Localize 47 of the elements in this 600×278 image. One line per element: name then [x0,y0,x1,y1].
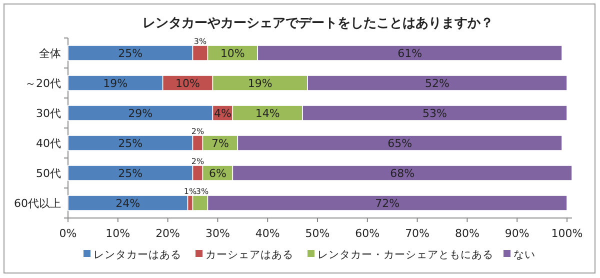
x-tick-label: 0% [59,227,77,240]
data-label: 1% [184,187,197,196]
data-label: 3% [196,187,209,196]
data-label: 4% [214,107,232,120]
chart-title: レンタカーやカーシェアでデートをしたことはありますか？ [142,16,494,31]
x-tick-label: 30% [205,227,230,240]
data-label: 19% [248,77,272,90]
data-label: 10% [176,77,200,90]
data-label: 19% [103,77,128,90]
x-tick-label: 10% [106,227,130,240]
x-tick-label: 80% [454,227,480,240]
y-tick-label: 50代 [36,167,61,180]
data-label: 52% [425,77,450,90]
data-label: 25% [118,47,143,60]
data-label: 29% [128,107,153,120]
data-label: 10% [220,47,245,60]
y-tick-label: 60代以上 [14,197,61,210]
x-tick-label: 100% [551,227,583,240]
legend-label: レンタカー・カーシェアともにある [318,249,494,261]
x-tick-label: 60% [355,227,380,240]
x-tick-label: 20% [156,227,180,240]
legend-label: カーシェアはある [206,249,294,261]
data-label: 24% [116,197,140,210]
x-tick-label: 90% [504,227,530,240]
data-label: 14% [255,107,280,120]
x-tick-label: 70% [405,227,430,240]
bar [68,195,188,211]
x-tick-label: 50% [305,227,330,240]
y-tick-label: 全体 [39,47,61,60]
data-label: 25% [118,137,143,150]
x-tick-label: 40% [255,227,280,240]
data-label: 72% [375,197,400,210]
data-label: 53% [422,107,447,120]
data-label: 3% [194,37,207,46]
y-tick-label: ～20代 [25,77,61,90]
y-tick-label: 40代 [36,137,61,150]
data-label: 6% [208,167,226,180]
data-label: 2% [191,127,204,136]
data-label: 68% [390,167,415,180]
data-label: 25% [118,167,143,180]
y-tick-label: 30代 [36,107,61,120]
legend-label: レンタカーはある [94,249,182,261]
data-label: 7% [211,137,229,150]
data-label: 65% [388,137,412,150]
data-label: 61% [398,47,422,60]
legend-label: ない [514,249,536,261]
data-label: 2% [191,157,204,166]
